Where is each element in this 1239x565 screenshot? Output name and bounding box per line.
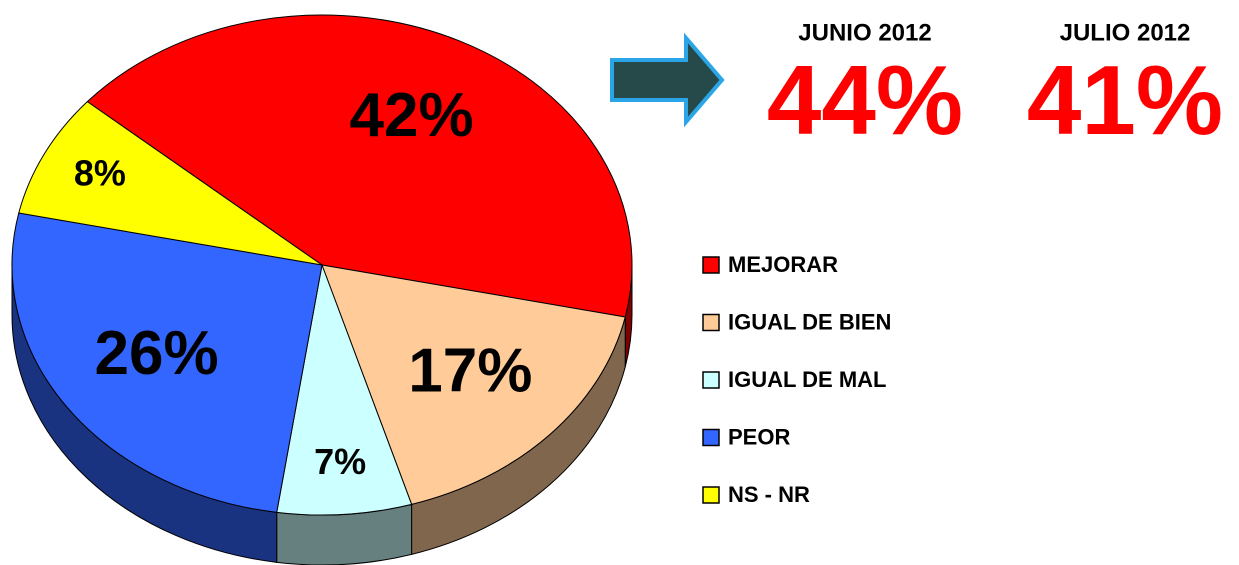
legend-swatch	[702, 256, 720, 274]
legend-swatch	[702, 428, 720, 447]
comparison-period: JUNIO 2012	[798, 19, 931, 46]
comparison-value: 44%	[767, 45, 963, 155]
pie-sides	[11, 264, 633, 565]
data-label: 42%	[350, 81, 474, 150]
legend-label: MEJORAR	[728, 252, 838, 277]
pie-slice	[276, 263, 413, 516]
legend-swatch	[702, 313, 720, 332]
data-label: 17%	[408, 336, 532, 405]
legend-label: IGUAL DE BIEN	[728, 309, 891, 334]
data-label: 26%	[94, 319, 218, 388]
pie-slice	[11, 212, 323, 513]
pie-slice	[86, 14, 633, 318]
pie-slice	[321, 264, 626, 505]
legend-label: PEOR	[728, 424, 790, 449]
legend-label: NS - NR	[728, 482, 810, 507]
legend-swatch	[702, 486, 720, 504]
data-label: 7%	[314, 441, 366, 482]
comparison-period: JULIO 2012	[1060, 19, 1191, 46]
legend-label: IGUAL DE MAL	[728, 367, 886, 392]
arrow	[610, 32, 725, 128]
comparison-value: 41%	[1027, 45, 1223, 155]
pie-slice	[18, 101, 323, 266]
data-label: 8%	[74, 153, 126, 194]
legend-swatch	[702, 371, 720, 389]
